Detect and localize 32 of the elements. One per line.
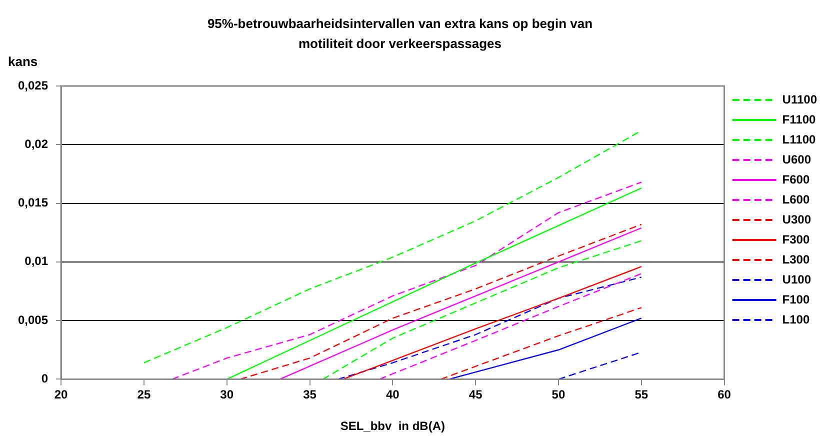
legend-label: U1100 [782, 92, 818, 106]
y-tick-label: 0,02 [24, 136, 48, 151]
line-series [322, 240, 642, 380]
legend-label: L600 [782, 192, 810, 206]
y-tick-label: 0,025 [18, 78, 48, 92]
y-axis-title: kans [8, 54, 38, 69]
chart-title: 95%-betrouwbaarheidsintervallen van extra kans op begin van motiliteit door verkeerspassages [206, 15, 594, 53]
line-series [378, 273, 642, 380]
legend-label: L300 [782, 252, 810, 266]
legend-label: F100 [782, 292, 810, 306]
legend-label: L1100 [782, 132, 816, 146]
x-axis-title: SEL_bbv in dB(A) [340, 419, 445, 434]
y-tick-label: 0,015 [18, 196, 48, 210]
y-tick-label: 0 [41, 372, 48, 386]
x-tick-label: 60 [718, 388, 732, 402]
x-tick-label: 40 [386, 388, 400, 402]
y-tick-label: 0,005 [18, 312, 48, 327]
x-tick-label: 20 [54, 388, 68, 402]
y-tick-label: 0,01 [24, 254, 48, 268]
x-tick-label: 30 [220, 388, 234, 402]
legend-label: F1100 [782, 112, 816, 126]
x-tick-label: 50 [552, 388, 566, 402]
x-tick-label: 45 [468, 388, 483, 402]
x-tick-label: 25 [137, 388, 151, 402]
legend-label: L100 [782, 312, 810, 326]
legend-label: U600 [782, 152, 812, 166]
legend-label: U100 [782, 272, 812, 286]
legend-label: F300 [782, 232, 810, 246]
legend-label: U300 [782, 212, 812, 226]
x-tick-label: 55 [634, 388, 648, 402]
legend-label: F600 [782, 172, 810, 186]
x-tick-label: 35 [303, 388, 317, 402]
